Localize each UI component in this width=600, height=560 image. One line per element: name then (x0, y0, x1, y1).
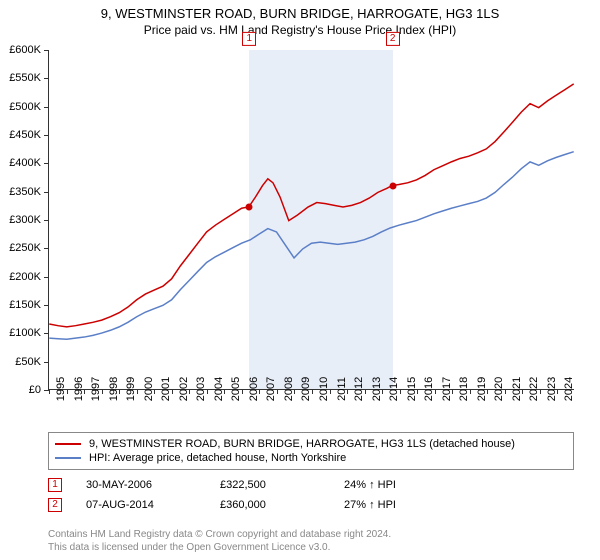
y-tick-label: £0 (29, 384, 49, 396)
sale-marker: 1 (242, 32, 256, 46)
page-title: 9, WESTMINSTER ROAD, BURN BRIDGE, HARROG… (0, 0, 600, 21)
x-tick-label: 2014 (382, 377, 400, 401)
y-tick-label: £500K (9, 101, 49, 113)
legend-swatch-property (55, 443, 81, 445)
y-tick-label: £350K (9, 186, 49, 198)
x-tick-label: 2019 (470, 377, 488, 401)
series-hpi (49, 152, 573, 340)
footer-line1: Contains HM Land Registry data © Crown c… (48, 528, 574, 541)
footer-line2: This data is licensed under the Open Gov… (48, 541, 574, 554)
y-tick-label: £550K (9, 72, 49, 84)
x-tick-label: 2022 (522, 377, 540, 401)
x-tick-label: 2004 (207, 377, 225, 401)
x-tick-label: 2021 (505, 377, 523, 401)
x-tick-label: 2008 (277, 377, 295, 401)
series-property (49, 84, 573, 327)
x-tick-label: 1998 (102, 377, 120, 401)
sale-price: £360,000 (220, 499, 320, 511)
sale-index-box: 2 (48, 498, 62, 512)
page-subtitle: Price paid vs. HM Land Registry's House … (0, 21, 600, 37)
x-tick-label: 2013 (365, 377, 383, 401)
x-tick-label: 1997 (84, 377, 102, 401)
x-tick-label: 2009 (294, 377, 312, 401)
y-tick-label: £250K (9, 242, 49, 254)
price-chart: £0£50K£100K£150K£200K£250K£300K£350K£400… (48, 50, 574, 390)
sale-vs-hpi: 24% ↑ HPI (344, 479, 396, 491)
x-tick-label: 2002 (172, 377, 190, 401)
y-tick-label: £400K (9, 157, 49, 169)
legend-row-property: 9, WESTMINSTER ROAD, BURN BRIDGE, HARROG… (55, 437, 567, 451)
x-tick-label: 2024 (557, 377, 575, 401)
legend-label-property: 9, WESTMINSTER ROAD, BURN BRIDGE, HARROG… (89, 438, 515, 450)
y-tick-label: £150K (9, 299, 49, 311)
sale-row: 1 30-MAY-2006 £322,500 24% ↑ HPI (48, 475, 574, 495)
y-tick-label: £600K (9, 44, 49, 56)
x-tick-label: 1996 (67, 377, 85, 401)
sale-marker: 2 (386, 32, 400, 46)
x-tick-label: 2011 (330, 377, 348, 401)
y-tick-label: £100K (9, 327, 49, 339)
legend-row-hpi: HPI: Average price, detached house, Nort… (55, 451, 567, 465)
x-tick-label: 2006 (242, 377, 260, 401)
x-tick-label: 2016 (417, 377, 435, 401)
sale-date: 30-MAY-2006 (86, 479, 196, 491)
sales-list: 1 30-MAY-2006 £322,500 24% ↑ HPI 2 07-AUG-201… (48, 475, 574, 515)
x-tick-label: 2000 (137, 377, 155, 401)
x-tick-label: 2003 (189, 377, 207, 401)
x-tick-label: 2017 (435, 377, 453, 401)
x-tick-label: 2012 (347, 377, 365, 401)
x-tick-label: 2018 (452, 377, 470, 401)
legend-swatch-hpi (55, 457, 81, 459)
sale-dot (389, 183, 396, 190)
sale-row: 2 07-AUG-2014 £360,000 27% ↑ HPI (48, 495, 574, 515)
sale-index-box: 1 (48, 478, 62, 492)
x-tick-label: 2015 (400, 377, 418, 401)
x-tick-label: 2001 (154, 377, 172, 401)
sale-price: £322,500 (220, 479, 320, 491)
chart-svg (49, 50, 574, 389)
y-tick-label: £300K (9, 214, 49, 226)
legend-label-hpi: HPI: Average price, detached house, Nort… (89, 452, 346, 464)
x-tick-label: 2023 (540, 377, 558, 401)
sale-dot (246, 204, 253, 211)
y-tick-label: £50K (15, 356, 49, 368)
x-tick-label: 1995 (49, 377, 67, 401)
x-tick-label: 2007 (259, 377, 277, 401)
y-tick-label: £450K (9, 129, 49, 141)
sale-date: 07-AUG-2014 (86, 499, 196, 511)
x-tick-label: 2005 (224, 377, 242, 401)
footer: Contains HM Land Registry data © Crown c… (48, 528, 574, 554)
x-tick-label: 1999 (119, 377, 137, 401)
x-tick-label: 2020 (487, 377, 505, 401)
y-tick-label: £200K (9, 271, 49, 283)
chart-legend: 9, WESTMINSTER ROAD, BURN BRIDGE, HARROG… (48, 432, 574, 470)
sale-vs-hpi: 27% ↑ HPI (344, 499, 396, 511)
x-tick-label: 2010 (312, 377, 330, 401)
